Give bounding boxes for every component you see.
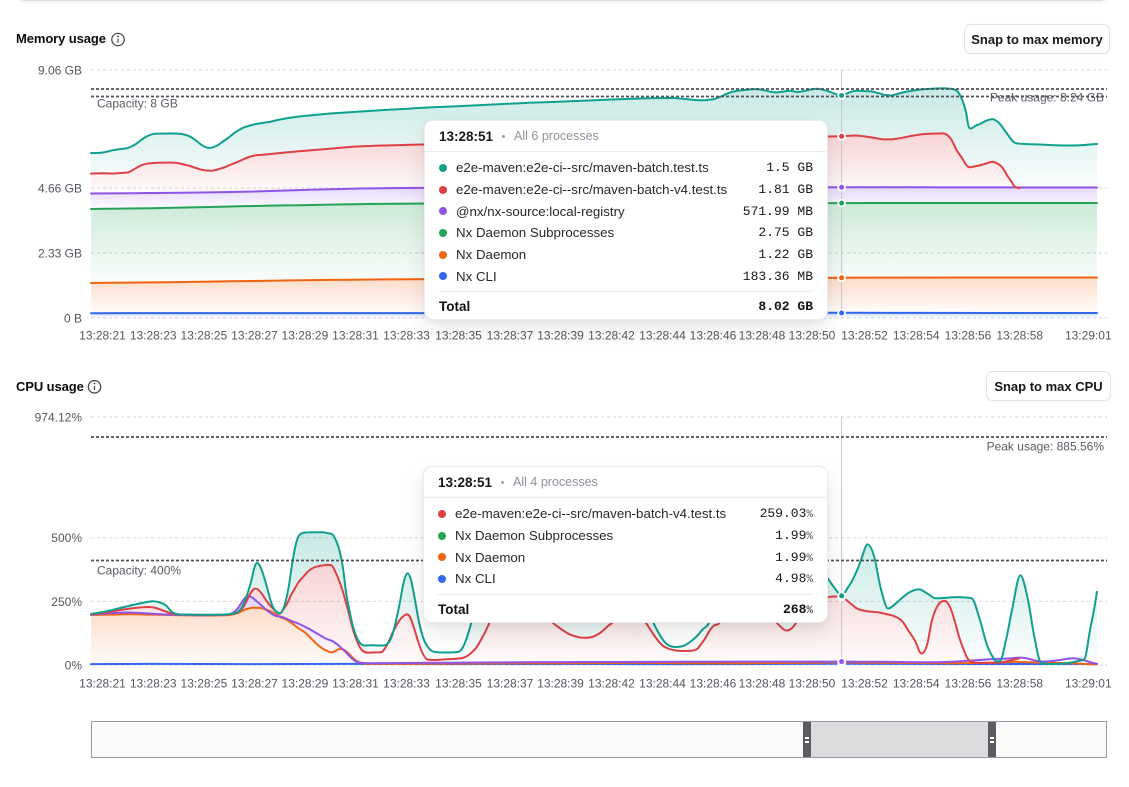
svg-text:250%: 250% (51, 595, 82, 609)
svg-text:13:28:50: 13:28:50 (789, 677, 836, 691)
svg-text:13:28:29: 13:28:29 (282, 329, 329, 343)
svg-text:13:28:42: 13:28:42 (588, 677, 635, 691)
svg-text:13:28:31: 13:28:31 (332, 329, 379, 343)
svg-text:13:28:33: 13:28:33 (383, 329, 430, 343)
svg-text:13:28:33: 13:28:33 (383, 677, 430, 691)
svg-text:Peak usage: 885.56%: Peak usage: 885.56% (987, 440, 1105, 454)
svg-text:500%: 500% (51, 531, 82, 545)
svg-text:13:28:25: 13:28:25 (181, 329, 228, 343)
svg-text:13:28:52: 13:28:52 (841, 329, 888, 343)
svg-text:0%: 0% (65, 659, 83, 673)
svg-text:13:28:25: 13:28:25 (181, 677, 228, 691)
svg-text:13:28:27: 13:28:27 (231, 329, 278, 343)
svg-text:13:28:46: 13:28:46 (690, 677, 737, 691)
svg-text:Peak usage: 8.24 GB: Peak usage: 8.24 GB (990, 91, 1104, 105)
svg-text:13:28:48: 13:28:48 (739, 677, 786, 691)
svg-text:13:28:37: 13:28:37 (487, 677, 534, 691)
svg-text:13:28:39: 13:28:39 (537, 329, 584, 343)
svg-text:13:29:01: 13:29:01 (1065, 677, 1112, 691)
svg-text:13:28:54: 13:28:54 (893, 677, 940, 691)
svg-text:13:28:27: 13:28:27 (231, 677, 278, 691)
svg-text:13:28:23: 13:28:23 (130, 677, 177, 691)
svg-text:13:28:56: 13:28:56 (945, 677, 992, 691)
svg-text:13:28:58: 13:28:58 (996, 677, 1043, 691)
svg-text:2.33 GB: 2.33 GB (38, 247, 82, 261)
svg-text:Capacity: 8 GB: Capacity: 8 GB (97, 97, 178, 111)
svg-text:13:28:37: 13:28:37 (487, 329, 534, 343)
svg-text:13:28:21: 13:28:21 (79, 677, 126, 691)
svg-text:13:28:46: 13:28:46 (690, 329, 737, 343)
svg-text:13:28:35: 13:28:35 (435, 329, 482, 343)
svg-text:Capacity: 400%: Capacity: 400% (97, 564, 181, 578)
svg-text:13:28:44: 13:28:44 (639, 329, 686, 343)
svg-text:0 B: 0 B (64, 312, 82, 326)
svg-text:13:28:23: 13:28:23 (130, 329, 177, 343)
svg-text:13:28:21: 13:28:21 (79, 329, 126, 343)
svg-text:13:29:01: 13:29:01 (1065, 329, 1112, 343)
svg-text:4.66 GB: 4.66 GB (38, 182, 82, 196)
svg-text:9.06 GB: 9.06 GB (38, 64, 82, 78)
svg-text:13:28:50: 13:28:50 (789, 329, 836, 343)
svg-text:974.12%: 974.12% (35, 411, 83, 425)
svg-text:13:28:48: 13:28:48 (739, 329, 786, 343)
svg-text:13:28:52: 13:28:52 (841, 677, 888, 691)
svg-text:13:28:56: 13:28:56 (945, 329, 992, 343)
svg-text:13:28:58: 13:28:58 (996, 329, 1043, 343)
svg-text:13:28:31: 13:28:31 (332, 677, 379, 691)
svg-text:13:28:44: 13:28:44 (639, 677, 686, 691)
svg-text:13:28:35: 13:28:35 (435, 677, 482, 691)
svg-text:13:28:42: 13:28:42 (588, 329, 635, 343)
svg-text:13:28:29: 13:28:29 (282, 677, 329, 691)
svg-text:13:28:39: 13:28:39 (537, 677, 584, 691)
svg-text:13:28:54: 13:28:54 (893, 329, 940, 343)
